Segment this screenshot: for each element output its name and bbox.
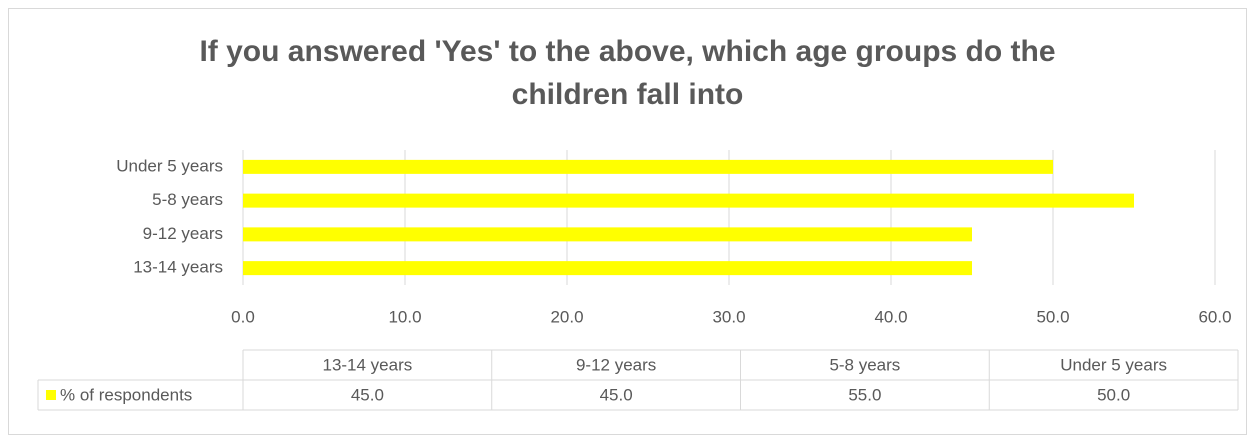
x-tick-label: 50.0 <box>1036 307 1069 326</box>
legend-label: % of respondents <box>60 385 192 404</box>
table-value: 45.0 <box>351 385 384 404</box>
bar <box>243 261 972 276</box>
legend-swatch <box>46 390 56 400</box>
chart-border <box>8 8 1247 435</box>
x-tick-label: 60.0 <box>1198 307 1231 326</box>
x-tick-label: 40.0 <box>874 307 907 326</box>
bar <box>243 227 972 242</box>
table-header: Under 5 years <box>1060 355 1167 374</box>
chart-title: If you answered 'Yes' to the above, whic… <box>199 35 1056 111</box>
bar <box>243 159 1053 174</box>
bar <box>243 193 1134 208</box>
y-tick-label: Under 5 years <box>116 156 223 175</box>
y-tick-label: 13-14 years <box>133 258 223 277</box>
x-tick-label: 10.0 <box>388 307 421 326</box>
table-value: 50.0 <box>1097 385 1130 404</box>
table-value: 55.0 <box>848 385 881 404</box>
y-tick-label: 9-12 years <box>143 224 223 243</box>
x-tick-label: 0.0 <box>231 307 255 326</box>
x-tick-label: 20.0 <box>550 307 583 326</box>
table-header: 5-8 years <box>829 355 900 374</box>
table-value: 45.0 <box>600 385 633 404</box>
x-tick-label: 30.0 <box>712 307 745 326</box>
y-tick-label: 5-8 years <box>152 190 223 209</box>
table-header: 9-12 years <box>576 355 656 374</box>
table-header: 13-14 years <box>322 355 412 374</box>
